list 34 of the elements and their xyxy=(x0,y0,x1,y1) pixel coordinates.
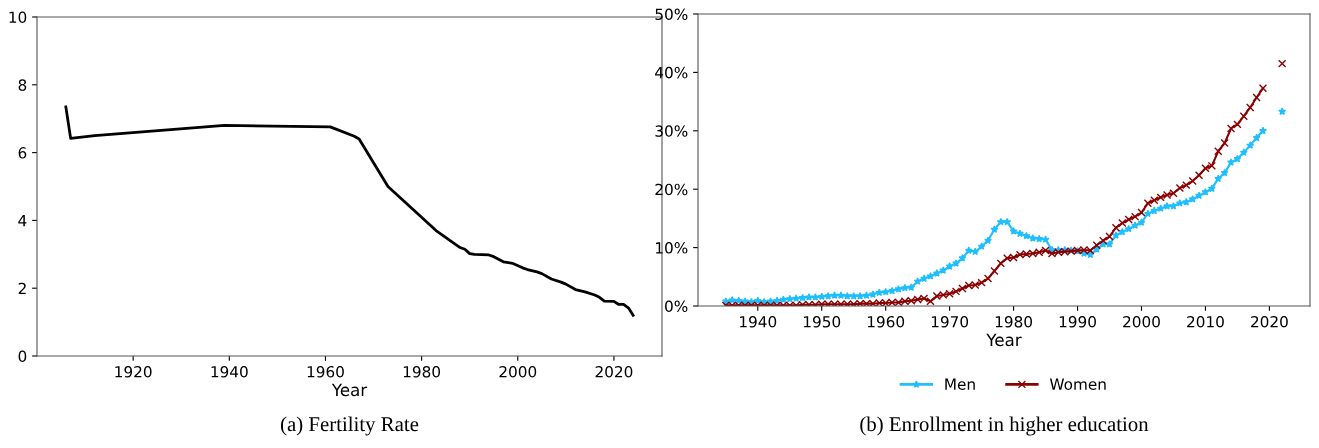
x-tick-label: 1960 xyxy=(307,365,344,378)
x-tick-label: 1960 xyxy=(867,315,905,328)
line-series xyxy=(64,105,635,317)
y-tick-label: 4 xyxy=(18,215,27,227)
x-tick-label: 2000 xyxy=(1123,315,1160,328)
y-tick-label: 30% xyxy=(655,125,688,137)
y-tick-label: 0 xyxy=(18,350,27,363)
x-tick-label: 1920 xyxy=(115,365,152,378)
x-tick-label: 2020 xyxy=(595,365,633,378)
text: (a) Fertility Rate xyxy=(280,416,419,436)
text: (b) Enrollment in higher education xyxy=(860,416,1149,436)
x-tick-label: 2010 xyxy=(1187,315,1224,328)
y-tick-label: 2 xyxy=(18,282,26,294)
y-tick-label: 8 xyxy=(18,79,27,91)
legend-label: Women xyxy=(1049,378,1106,390)
x-tick-label: 1940 xyxy=(211,365,248,378)
x-axis-title: Year xyxy=(986,333,1022,347)
x-tick-label: 2020 xyxy=(1251,315,1288,328)
y-tick-label: 6 xyxy=(18,147,27,159)
y-tick-label: 10% xyxy=(656,242,688,254)
y-tick-label: 0% xyxy=(665,300,688,313)
x-tick-label: 1970 xyxy=(931,315,969,328)
y-tick-label: 50% xyxy=(655,8,688,21)
x-axis-title: Year xyxy=(331,383,368,397)
x-tick-label: 2000 xyxy=(499,365,537,378)
y-tick-label: 10 xyxy=(9,11,27,24)
x-tick-label: 1990 xyxy=(1059,315,1096,328)
legend-label: Men xyxy=(945,378,975,390)
y-tick-label: 20% xyxy=(655,183,688,196)
x-tick-label: 1980 xyxy=(995,315,1033,328)
x-tick-label: 1980 xyxy=(403,365,441,378)
x-tick-label: 1950 xyxy=(803,315,841,328)
x-tick-label: 1940 xyxy=(740,315,777,328)
y-tick-label: 40% xyxy=(655,66,688,79)
